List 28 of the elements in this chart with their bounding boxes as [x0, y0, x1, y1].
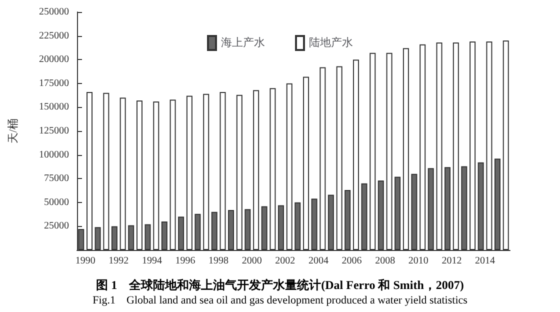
x-tick-label: 1990 — [75, 256, 96, 266]
x-tick-label: 2002 — [275, 256, 296, 266]
x-tick-label: 1994 — [142, 256, 162, 266]
x-tick-label: 1992 — [108, 256, 129, 266]
text: Fig.1 Global land and sea oil and gas development produced a water yield statistics — [92, 294, 468, 306]
x-tick-label: 2008 — [375, 256, 396, 266]
y-tick-label: 75000 — [44, 173, 69, 184]
y-tick-label: 200000 — [39, 54, 69, 66]
text: 图 1 全球陆地和海上油气开发产水量统计(Dal Ferro 和 Smith，2007) — [96, 278, 464, 292]
x-tick-label: 2000 — [242, 256, 262, 266]
y-tick-label: 125000 — [39, 126, 69, 136]
y-axis-title: 天/桶 — [8, 118, 20, 144]
y-tick-label: 100000 — [39, 149, 69, 160]
y-tick-label: 250000 — [39, 6, 69, 18]
x-tick-label: 2014 — [475, 256, 496, 266]
x-tick-label: 2004 — [308, 256, 328, 266]
y-tick-label: 175000 — [39, 78, 69, 89]
legend-label: 海上产水 — [221, 36, 265, 49]
y-tick-label: 25000 — [44, 220, 69, 232]
x-tick-label: 2006 — [342, 256, 362, 266]
y-tick-label: 225000 — [39, 30, 69, 42]
legend-label: 陆地产水 — [309, 36, 353, 49]
x-tick-label: 2012 — [442, 256, 462, 266]
y-tick-label: 50000 — [44, 196, 69, 208]
x-tick-label: 2010 — [408, 256, 428, 266]
x-tick-label: 1998 — [208, 256, 229, 266]
y-tick-label: 150000 — [39, 102, 69, 113]
x-tick-label: 1996 — [175, 256, 196, 266]
